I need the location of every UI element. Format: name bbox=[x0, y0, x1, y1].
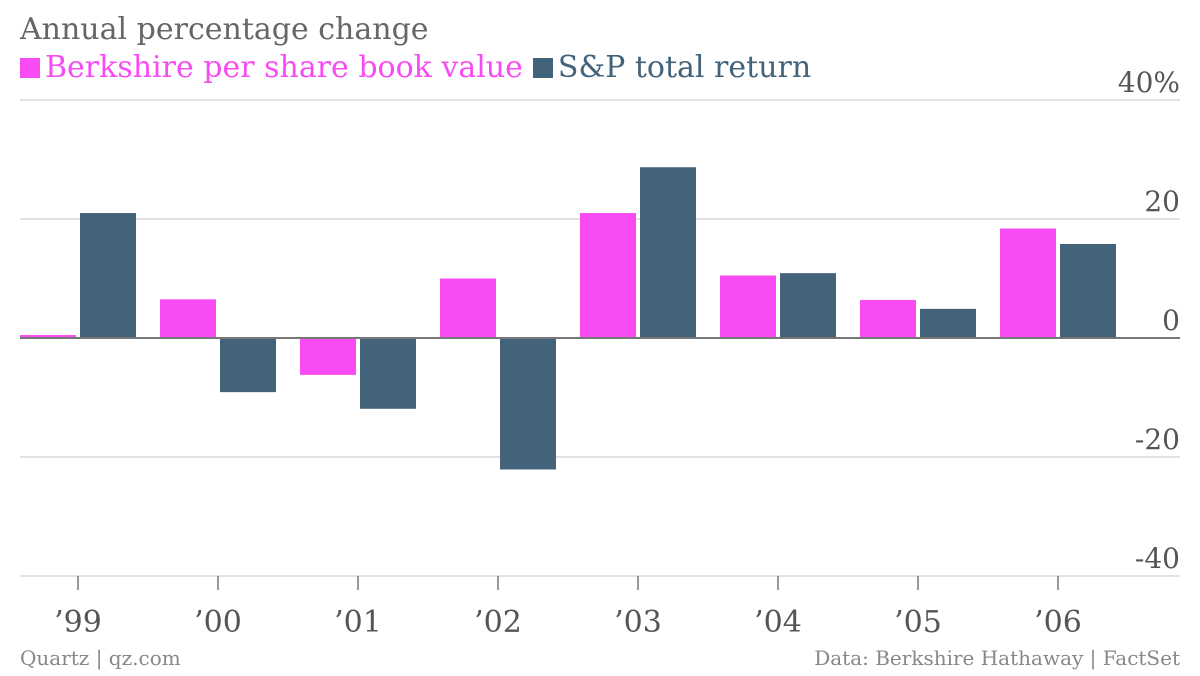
bar-sp-6 bbox=[920, 308, 976, 338]
bar-sp-7 bbox=[1060, 243, 1116, 338]
bar-sp-5 bbox=[780, 273, 836, 338]
y-tick-label-3: -20 bbox=[1135, 423, 1180, 456]
chart-legend: Berkshire per share book value S&P total… bbox=[20, 50, 821, 85]
bar-sp-1 bbox=[220, 338, 276, 393]
bar-berkshire-7 bbox=[1000, 228, 1056, 338]
footer-source: Data: Berkshire Hathaway | FactSet bbox=[814, 646, 1180, 670]
legend-label-sp: S&P total return bbox=[557, 50, 812, 85]
x-tick-label-0: ’99 bbox=[54, 605, 102, 640]
y-tick-label-2: 0 bbox=[1162, 304, 1180, 337]
bar-berkshire-0 bbox=[20, 335, 76, 338]
footer-credit: Quartz | qz.com bbox=[20, 646, 181, 670]
bar-layer bbox=[20, 167, 1116, 470]
legend-item-sp: S&P total return bbox=[532, 50, 812, 85]
chart-subtitle: Annual percentage change bbox=[20, 12, 429, 47]
x-tick-label-6: ’05 bbox=[894, 605, 942, 640]
axis-layer: 40% 20 0 -20 -40 ’99 ’00 ’01 ’02 ’03 ’04 ’05 ’06 bbox=[20, 66, 1180, 640]
x-tick-label-5: ’04 bbox=[754, 605, 802, 640]
bar-sp-0 bbox=[80, 213, 136, 338]
y-tick-label-4: -40 bbox=[1135, 542, 1180, 575]
bar-sp-4 bbox=[640, 167, 696, 338]
bar-sp-3 bbox=[500, 338, 556, 470]
bar-berkshire-4 bbox=[580, 213, 636, 338]
y-tick-label-0: 40% bbox=[1118, 66, 1180, 99]
legend-swatch-sp bbox=[532, 57, 553, 78]
bar-berkshire-3 bbox=[440, 278, 496, 338]
x-tick-label-1: ’00 bbox=[194, 605, 242, 640]
bar-berkshire-6 bbox=[860, 299, 916, 338]
legend-swatch-berkshire bbox=[20, 57, 40, 78]
bar-berkshire-2 bbox=[300, 338, 356, 375]
x-tick-label-4: ’03 bbox=[614, 605, 662, 640]
bar-berkshire-5 bbox=[720, 275, 776, 338]
x-tick-label-3: ’02 bbox=[474, 605, 522, 640]
x-tick-label-2: ’01 bbox=[334, 605, 382, 640]
bar-berkshire-1 bbox=[160, 299, 216, 338]
bar-sp-2 bbox=[360, 338, 416, 409]
y-tick-label-1: 20 bbox=[1144, 185, 1180, 218]
legend-label-berkshire: Berkshire per share book value bbox=[45, 50, 523, 85]
x-tick-label-7: ’06 bbox=[1034, 605, 1082, 640]
legend-item-berkshire: Berkshire per share book value bbox=[20, 50, 523, 85]
